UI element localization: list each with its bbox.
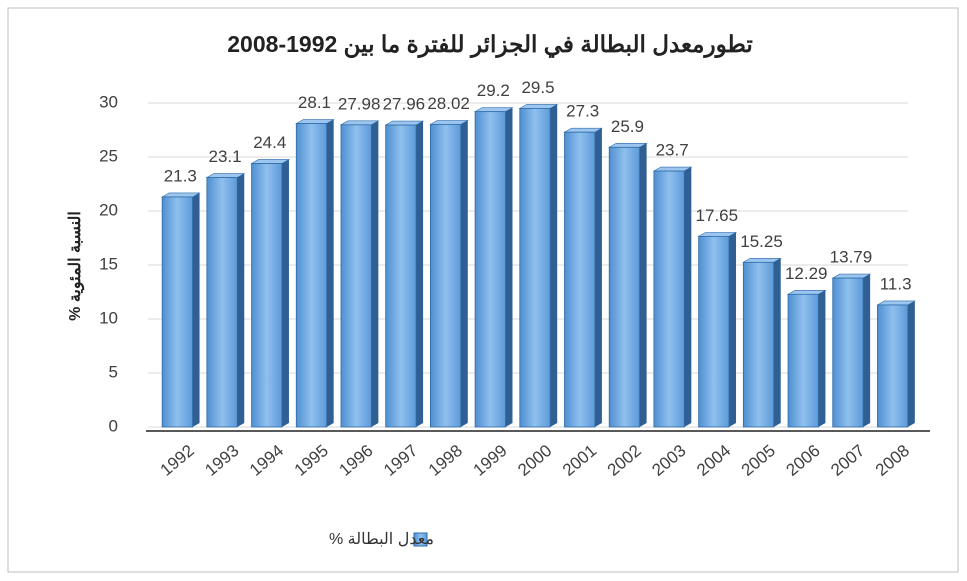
- data-label: 27.98: [338, 94, 381, 113]
- bar-top: [876, 300, 916, 306]
- bar-side: [237, 173, 245, 427]
- data-label: 13.79: [830, 248, 873, 267]
- y-tick-label: 10: [99, 308, 118, 327]
- data-label: 17.65: [696, 206, 739, 225]
- data-label: 15.25: [740, 232, 783, 251]
- bar-top: [652, 166, 693, 172]
- bar-top: [697, 232, 738, 237]
- bar-top: [250, 159, 291, 164]
- bar-side: [684, 167, 692, 428]
- bar: [832, 277, 864, 428]
- data-label: 23.7: [656, 141, 689, 160]
- data-label: 27.96: [383, 95, 426, 114]
- bar: [564, 131, 596, 428]
- bar-top: [742, 257, 782, 263]
- legend-swatch: [413, 532, 428, 547]
- bar: [653, 170, 685, 428]
- bar-top: [429, 120, 469, 125]
- bar-top: [205, 173, 246, 178]
- bar-top: [339, 120, 380, 126]
- bar: [877, 304, 909, 428]
- data-label: 29.5: [521, 78, 554, 97]
- data-label: 24.4: [253, 133, 286, 152]
- bar-top: [161, 192, 201, 198]
- bar: [474, 111, 506, 428]
- bar: [429, 123, 462, 428]
- bar-side: [281, 159, 289, 428]
- bar-side: [907, 300, 915, 427]
- bar-top: [384, 120, 425, 126]
- bar-side: [326, 119, 334, 428]
- bar-side: [818, 290, 826, 427]
- bar-side: [192, 192, 200, 427]
- bar-side: [594, 128, 602, 427]
- data-label: 23.1: [209, 147, 242, 166]
- y-tick-label: 0: [109, 416, 118, 435]
- y-tick-label: 15: [99, 254, 118, 273]
- bar: [385, 124, 417, 428]
- bar: [206, 177, 238, 428]
- bar-side: [460, 120, 468, 427]
- bar-top: [473, 107, 514, 112]
- data-label: 28.02: [427, 94, 470, 113]
- legend-label: معدل البطالة %: [329, 531, 434, 548]
- y-axis-title: النسبة المئوية %: [67, 211, 85, 321]
- y-tick-label: 20: [99, 200, 118, 219]
- bar: [295, 123, 328, 428]
- y-tick-label: 25: [99, 146, 118, 165]
- bar-top: [518, 104, 559, 109]
- bar-side: [729, 232, 737, 427]
- bar-side: [371, 120, 379, 427]
- bar: [519, 108, 551, 428]
- y-tick-label: 5: [109, 362, 118, 381]
- y-tick-label: 30: [99, 92, 118, 111]
- data-label: 28.1: [298, 93, 331, 112]
- bar-top: [831, 273, 872, 279]
- bar-side: [639, 143, 647, 427]
- data-label: 12.29: [785, 264, 828, 283]
- bar: [251, 163, 283, 428]
- data-label: 27.3: [566, 102, 599, 121]
- data-label: 11.3: [880, 274, 912, 293]
- data-label: 29.2: [477, 81, 510, 100]
- bar-side: [505, 107, 513, 427]
- bar: [608, 146, 641, 428]
- legend: معدل البطالة %: [329, 531, 434, 548]
- bar: [698, 235, 730, 428]
- data-label: 25.9: [611, 117, 644, 136]
- bar-side: [416, 121, 424, 428]
- data-label: 21.3: [164, 166, 197, 185]
- bar-side: [550, 104, 558, 428]
- bar-side: [773, 258, 781, 427]
- bar: [787, 293, 819, 428]
- bar-top: [786, 289, 827, 295]
- bar-top: [563, 127, 604, 133]
- bar: [161, 196, 193, 428]
- bar-top: [295, 119, 335, 124]
- bar: [742, 261, 775, 428]
- bar-side: [863, 274, 871, 427]
- bar: [340, 124, 372, 428]
- chart-title: تطورمعدل البطالة في الجزائر للفترة ما بي…: [227, 31, 753, 59]
- bar-top: [608, 142, 648, 148]
